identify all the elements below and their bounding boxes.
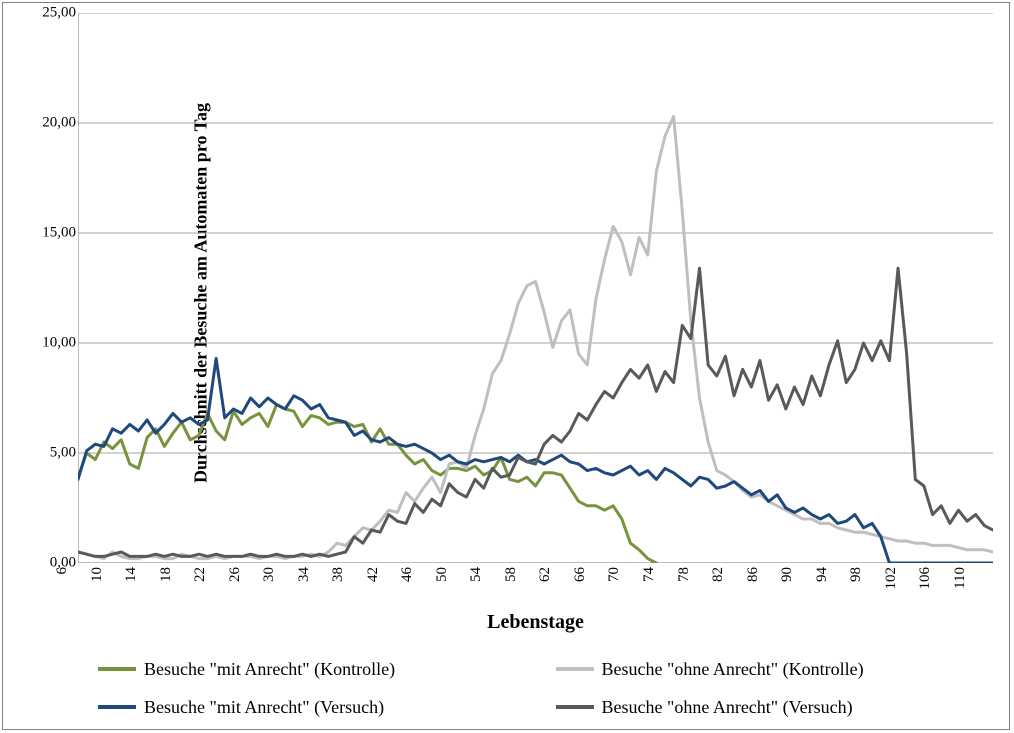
x-tick-label: 106 [917,567,934,597]
x-tick-label: 46 [399,567,416,597]
x-tick-label: 62 [537,567,554,597]
x-axis-label: Lebenstage [78,611,993,634]
x-tick-label: 22 [192,567,209,597]
x-tick-label: 82 [710,567,727,597]
x-tick-label: 30 [261,567,278,597]
legend-swatch [98,705,136,709]
x-tick-label: 86 [745,567,762,597]
chart-plot-area [78,13,993,563]
legend-label: Besuche "mit Anrecht" (Kontrolle) [144,659,395,680]
legend-item: Besuche "ohne Anrecht" (Kontrolle) [556,659,974,680]
x-tick-label: 78 [676,567,693,597]
x-tick-label: 98 [848,567,865,597]
legend-label: Besuche "mit Anrecht" (Versuch) [144,697,384,718]
x-tick-label: 34 [296,567,313,597]
y-tick-label: 10,00 [26,335,76,352]
legend-label: Besuche "ohne Anrecht" (Kontrolle) [602,659,864,680]
legend-label: Besuche "ohne Anrecht" (Versuch) [602,697,853,718]
y-axis-ticks: 0,005,0010,0015,0020,0025,00 [31,13,76,563]
legend-swatch [98,667,136,671]
x-tick-label: 70 [606,567,623,597]
x-tick-label: 50 [434,567,451,597]
x-tick-label: 54 [468,567,485,597]
x-axis-ticks: 6101418222630343842465054586266707478828… [78,565,993,605]
x-tick-label: 18 [158,567,175,597]
x-tick-label: 94 [814,567,831,597]
legend-swatch [556,667,594,671]
y-tick-label: 15,00 [26,225,76,242]
x-tick-label: 42 [365,567,382,597]
legend-item: Besuche "mit Anrecht" (Versuch) [98,697,516,718]
chart-legend: Besuche "mit Anrecht" (Kontrolle) Besuche… [78,653,993,723]
y-tick-label: 25,00 [26,5,76,22]
series-line [78,268,993,556]
legend-item: Besuche "ohne Anrecht" (Versuch) [556,697,974,718]
x-tick-label: 10 [89,567,106,597]
x-tick-label: 110 [952,567,969,597]
x-tick-label: 74 [641,567,658,597]
x-tick-label: 38 [330,567,347,597]
x-tick-label: 66 [572,567,589,597]
series-line [78,116,993,558]
x-tick-label: 58 [503,567,520,597]
y-tick-label: 5,00 [26,445,76,462]
x-tick-label: 14 [123,567,140,597]
x-tick-label: 26 [227,567,244,597]
chart-container: Durchschnitt der Besuche am Automaten pr… [2,2,1010,730]
x-tick-label: 102 [883,567,900,597]
legend-item: Besuche "mit Anrecht" (Kontrolle) [98,659,516,680]
legend-swatch [556,705,594,709]
x-tick-label: 90 [779,567,796,597]
x-tick-label: 6 [54,567,71,597]
y-tick-label: 20,00 [26,115,76,132]
